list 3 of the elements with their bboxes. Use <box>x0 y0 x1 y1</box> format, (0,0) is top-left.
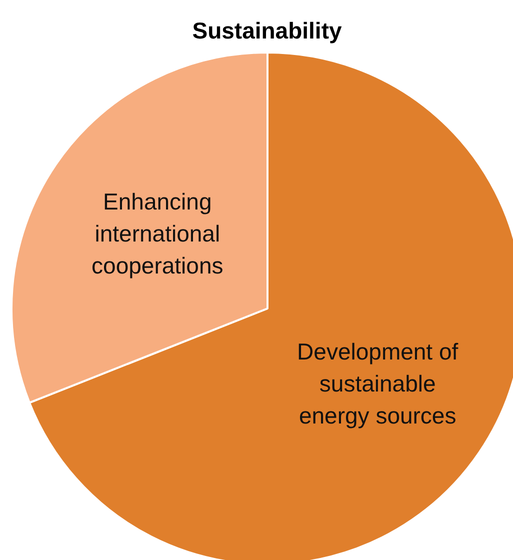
chart-title: Sustainability <box>192 18 342 44</box>
slice-label: Enhancing international cooperations <box>92 188 224 279</box>
slice-label: Development of sustainable energy sources <box>297 338 459 428</box>
